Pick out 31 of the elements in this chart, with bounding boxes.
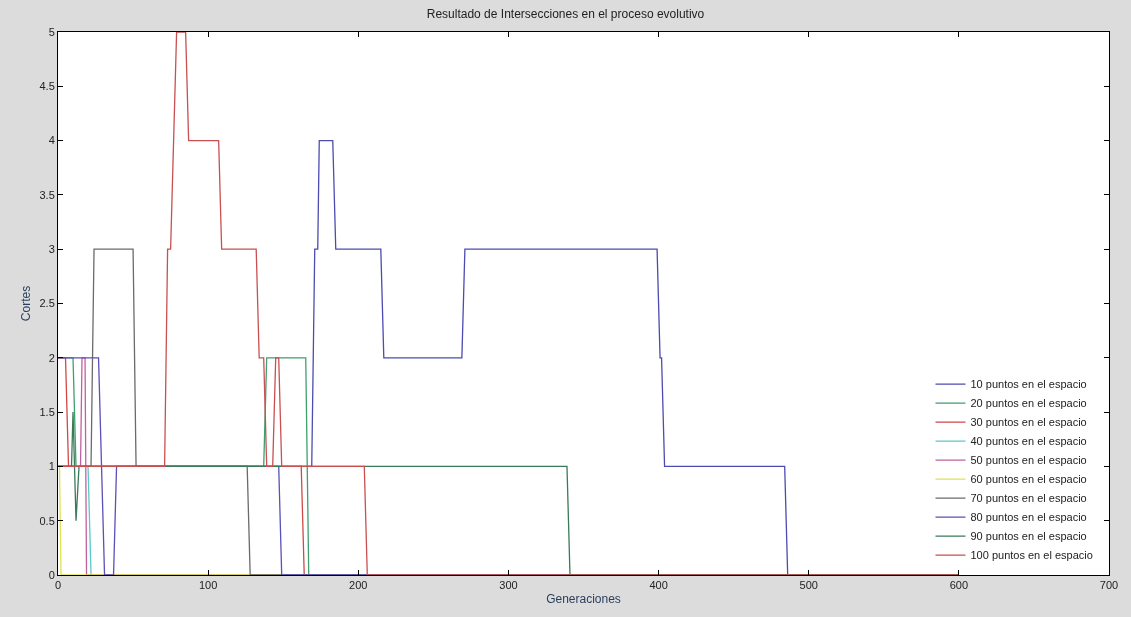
y-tick-label: 3.5 bbox=[39, 188, 55, 201]
chart-title: Resultado de Intersecciones en el proceso evolutivo bbox=[426, 6, 705, 21]
y-tick-label: 3 bbox=[48, 243, 55, 256]
legend-label: 70 puntos en el espacio bbox=[970, 492, 1087, 505]
x-tick-label: 300 bbox=[499, 579, 518, 592]
x-tick-label: 200 bbox=[349, 579, 368, 592]
x-axis-title: Generaciones bbox=[546, 592, 621, 607]
x-tick-label: 100 bbox=[198, 579, 218, 592]
x-tick-label: 700 bbox=[1099, 579, 1119, 592]
y-tick-label: 2.5 bbox=[39, 297, 55, 310]
legend-label: 30 puntos en el espacio bbox=[970, 416, 1087, 429]
legend-label: 90 puntos en el espacio bbox=[970, 530, 1087, 543]
y-tick-label: 0.5 bbox=[39, 514, 55, 527]
legend-label: 20 puntos en el espacio bbox=[970, 397, 1087, 410]
legend-label: 10 puntos en el espacio bbox=[970, 378, 1087, 391]
legend-label: 80 puntos en el espacio bbox=[970, 511, 1087, 524]
y-tick-label: 4 bbox=[48, 134, 55, 147]
x-tick-label: 400 bbox=[649, 579, 668, 592]
y-tick-label: 1.5 bbox=[39, 405, 55, 418]
legend-label: 100 puntos en el espacio bbox=[970, 549, 1093, 562]
legend-label: 40 puntos en el espacio bbox=[970, 435, 1087, 448]
y-tick-label: 2 bbox=[48, 351, 55, 364]
y-tick-label: 0 bbox=[48, 568, 55, 581]
y-tick-label: 4.5 bbox=[39, 80, 55, 93]
y-tick-label: 5 bbox=[48, 25, 55, 38]
y-tick-label: 1 bbox=[48, 460, 55, 473]
x-tick-label: 500 bbox=[799, 579, 818, 592]
y-axis-title: Cortes bbox=[18, 285, 33, 322]
legend-label: 50 puntos en el espacio bbox=[970, 454, 1087, 467]
legend-label: 60 puntos en el espacio bbox=[970, 473, 1087, 486]
x-tick-label: 600 bbox=[949, 579, 969, 592]
